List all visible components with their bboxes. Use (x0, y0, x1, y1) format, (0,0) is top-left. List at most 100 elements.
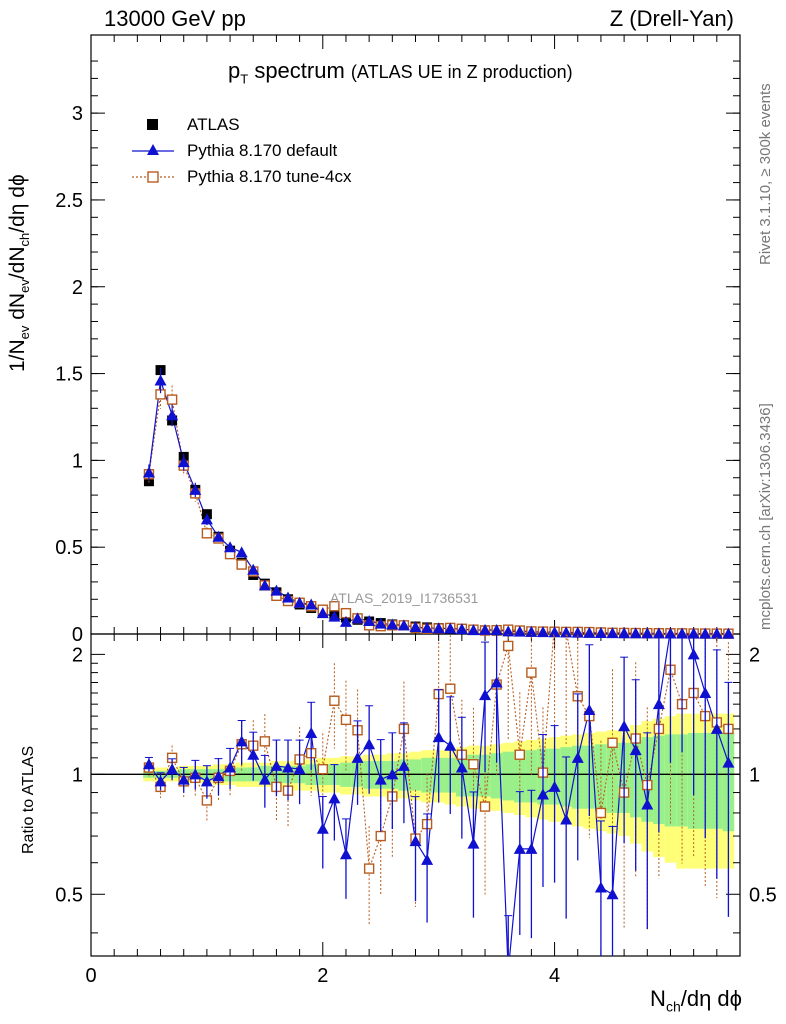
default-main-point (513, 625, 526, 637)
tune-ratio-point (595, 807, 607, 819)
default-main-point (270, 584, 283, 596)
default-main-point (629, 627, 642, 639)
default-main-point (594, 626, 607, 638)
tune-ratio-point (445, 683, 456, 694)
legend-label: Pythia 8.170 tune-4cx (187, 167, 352, 186)
default-main-point (397, 619, 410, 631)
default-ratio-point (235, 735, 248, 747)
band-inner-bin (664, 734, 677, 827)
title-paren: (ATLAS UE in Z production) (350, 62, 573, 82)
band-inner-bin (490, 753, 503, 799)
default-ratio-point (618, 720, 631, 732)
axis-ticks-layer: 00.511.522.530 2 40.5 0.51 12 2 (55, 35, 777, 987)
default-main-point (328, 610, 341, 622)
tune-ratio-point (317, 764, 328, 775)
default-main-point (710, 627, 723, 639)
default-main-point (560, 626, 573, 638)
default-ratio-point (722, 756, 735, 768)
default-main-point (618, 627, 631, 639)
default-main-point (652, 627, 665, 639)
y-axis-label-ratio: Ratio to ATLAS (20, 745, 37, 854)
tune-ratio-point (468, 759, 479, 770)
default-main-point (676, 627, 689, 639)
default-ratio-point (687, 648, 700, 660)
default-ratio-point (258, 773, 271, 785)
main-ytick-label: 2 (72, 277, 83, 299)
default-ratio-point (699, 686, 712, 698)
default-ratio-point (397, 759, 410, 771)
ratio-ytick-label-right: 0.5 (749, 884, 777, 906)
tune-ratio-point (375, 830, 386, 842)
default-main-point (722, 627, 735, 639)
default-main-point (363, 614, 376, 626)
default-ratio-point (455, 761, 468, 773)
default-main-point (455, 623, 468, 635)
default-ratio-point (270, 759, 283, 771)
default-main-point (421, 621, 434, 633)
plot-title: pT spectrum (ATLAS UE in Z production) (228, 58, 573, 86)
tune-ratio-point (479, 801, 491, 812)
default-main-point (282, 591, 295, 603)
default-ratio-point (444, 739, 457, 751)
default-main-point (479, 623, 492, 635)
tune-ratio-point (607, 737, 618, 748)
default-main-point (316, 607, 329, 619)
default-main-point (386, 618, 399, 630)
default-main-point (212, 530, 225, 542)
default-main-point (548, 626, 561, 638)
legend-marker-atlas (147, 119, 158, 130)
default-main-point (142, 466, 155, 478)
energy-label: 13000 GeV pp (104, 6, 246, 31)
default-ratio-point (339, 848, 352, 860)
main-ytick-label: 2.5 (55, 190, 83, 212)
default-ratio-point (166, 763, 179, 775)
default-main-point (374, 617, 387, 629)
ratio-xtick-label: 0 (85, 965, 96, 987)
default-main-point (293, 596, 306, 608)
analysis-id-label: ATLAS_2019_I1736531 (330, 590, 479, 606)
default-main-point (189, 483, 202, 495)
default-main-point (339, 615, 352, 627)
default-ratio-point (189, 768, 202, 780)
default-main-point (490, 624, 503, 636)
default-main-point (687, 627, 700, 639)
default-main-point (432, 622, 445, 634)
ratio-xtick-label: 4 (549, 965, 560, 987)
ratio-ytick-label: 0.5 (55, 884, 83, 906)
default-main-point (525, 625, 538, 637)
default-main-point (536, 626, 549, 638)
y-axis-label-main: 1/Nev dNev/dNch/dη dϕ (6, 174, 33, 372)
default-ratio-point (154, 775, 167, 787)
main-ytick-label: 0.5 (55, 537, 83, 559)
default-main-point (351, 612, 364, 624)
default-ratio-point (212, 770, 225, 782)
tune-main-point (201, 528, 213, 539)
default-ratio-point (305, 726, 318, 738)
default-ratio-point (641, 798, 654, 810)
main-ytick-label: 1 (72, 450, 83, 472)
tune-ratio-point (259, 736, 271, 747)
default-main-point (305, 598, 318, 610)
default-ratio-point (142, 758, 155, 770)
ratio-ytick-label: 2 (72, 644, 83, 666)
default-main-point (200, 513, 213, 525)
default-main-point (235, 546, 248, 558)
default-ratio-point (467, 837, 480, 849)
default-ratio-point (513, 842, 526, 854)
default-ratio-point (282, 761, 295, 773)
ratio-ytick-label: 1 (72, 764, 83, 786)
default-ratio-point (525, 842, 538, 854)
tune-main-point (236, 559, 247, 570)
legend-label: Pythia 8.170 default (187, 141, 338, 160)
default-ratio-point (328, 792, 341, 804)
tune-ratio-point (363, 863, 375, 874)
default-ratio-point (583, 704, 596, 716)
default-ratio-point (374, 773, 387, 785)
default-main-point (641, 627, 654, 639)
tune-ratio-point (526, 667, 537, 678)
default-ratio-point (710, 722, 723, 734)
ratio-ytick-label-right: 2 (749, 644, 760, 666)
main-ytick-label: 0 (72, 624, 83, 646)
band-inner-bin (514, 750, 526, 803)
default-main-point (247, 563, 260, 575)
